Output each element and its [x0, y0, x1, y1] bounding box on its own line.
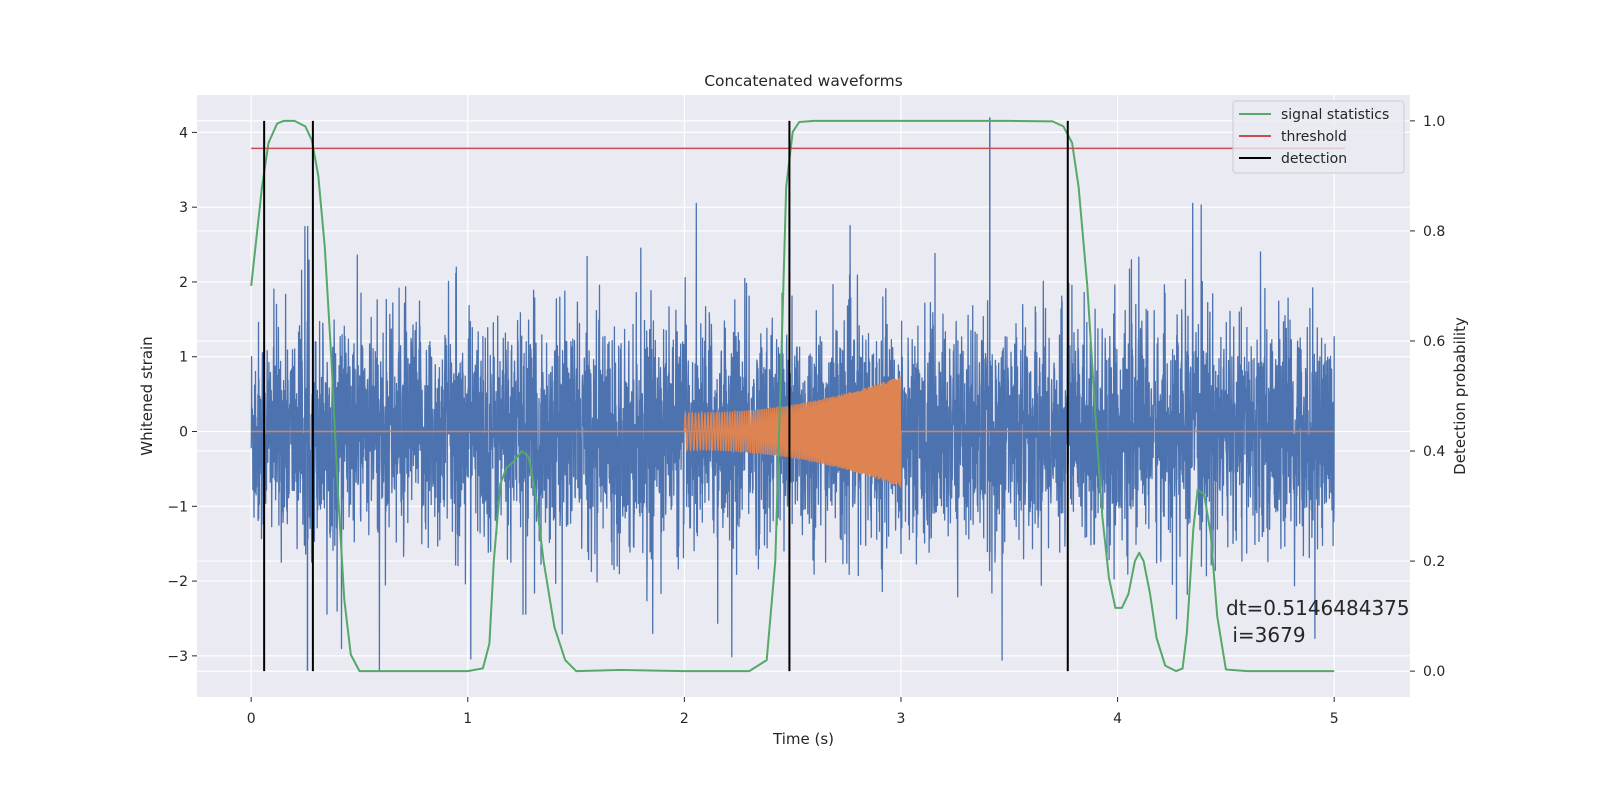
y-tick-label: 0: [179, 425, 188, 441]
x-tick-label: 1: [463, 711, 472, 727]
chirp-series: [251, 376, 1335, 488]
y-axis-right-label: Detection probability: [1451, 317, 1469, 475]
y-right-tick-label: 0.8: [1423, 224, 1445, 240]
y-tick-label: −3: [167, 649, 188, 665]
legend-label: detection: [1281, 151, 1347, 167]
legend: signal statistics threshold detection: [1232, 100, 1405, 174]
chart-title: Concatenated waveforms: [704, 72, 903, 90]
y-tick-label: 4: [179, 125, 188, 141]
detection-lines: [263, 120, 1069, 672]
y-right-tick-label: 0.0: [1423, 664, 1445, 680]
legend-box: [1232, 100, 1405, 174]
annotation-line-2: i=3679: [1226, 623, 1306, 647]
y-right-tick-label: 1.0: [1423, 114, 1445, 130]
x-axis-label: Time (s): [772, 730, 834, 748]
legend-label: signal statistics: [1281, 107, 1389, 123]
x-tick-label: 2: [680, 711, 689, 727]
y-tick-label: 2: [179, 275, 188, 291]
legend-label: threshold: [1281, 129, 1347, 145]
x-tick-label: 4: [1113, 711, 1122, 727]
x-tick-label: 5: [1330, 711, 1339, 727]
y-right-tick-label: 0.4: [1423, 444, 1445, 460]
y-tick-label: −1: [167, 499, 188, 515]
tick-labels: 0 1 2 3 4 5 −3 −2 −1 0 1 2 3 4 0.0 0.2 0.4 0.6 0.8 1.0: [167, 114, 1445, 727]
noise-line: [250, 202, 1335, 672]
signal-statistics-series: [250, 119, 1335, 673]
y-tick-label: 1: [179, 350, 188, 366]
annotation: dt=0.5146484375 i=3679: [1226, 596, 1410, 647]
y-axis-label: Whitened strain: [138, 336, 156, 455]
chirp-line: [683, 376, 902, 488]
x-tick-label: 0: [247, 711, 256, 727]
y-right-tick-label: 0.2: [1423, 554, 1445, 570]
y-tick-label: 3: [179, 200, 188, 216]
signal-statistics-line: [250, 119, 1335, 673]
annotation-line-1: dt=0.5146484375: [1226, 596, 1410, 620]
noise-series: [250, 117, 1335, 672]
y-tick-label: −2: [167, 574, 188, 590]
x-tick-label: 3: [897, 711, 906, 727]
y-right-tick-label: 0.6: [1423, 334, 1445, 350]
